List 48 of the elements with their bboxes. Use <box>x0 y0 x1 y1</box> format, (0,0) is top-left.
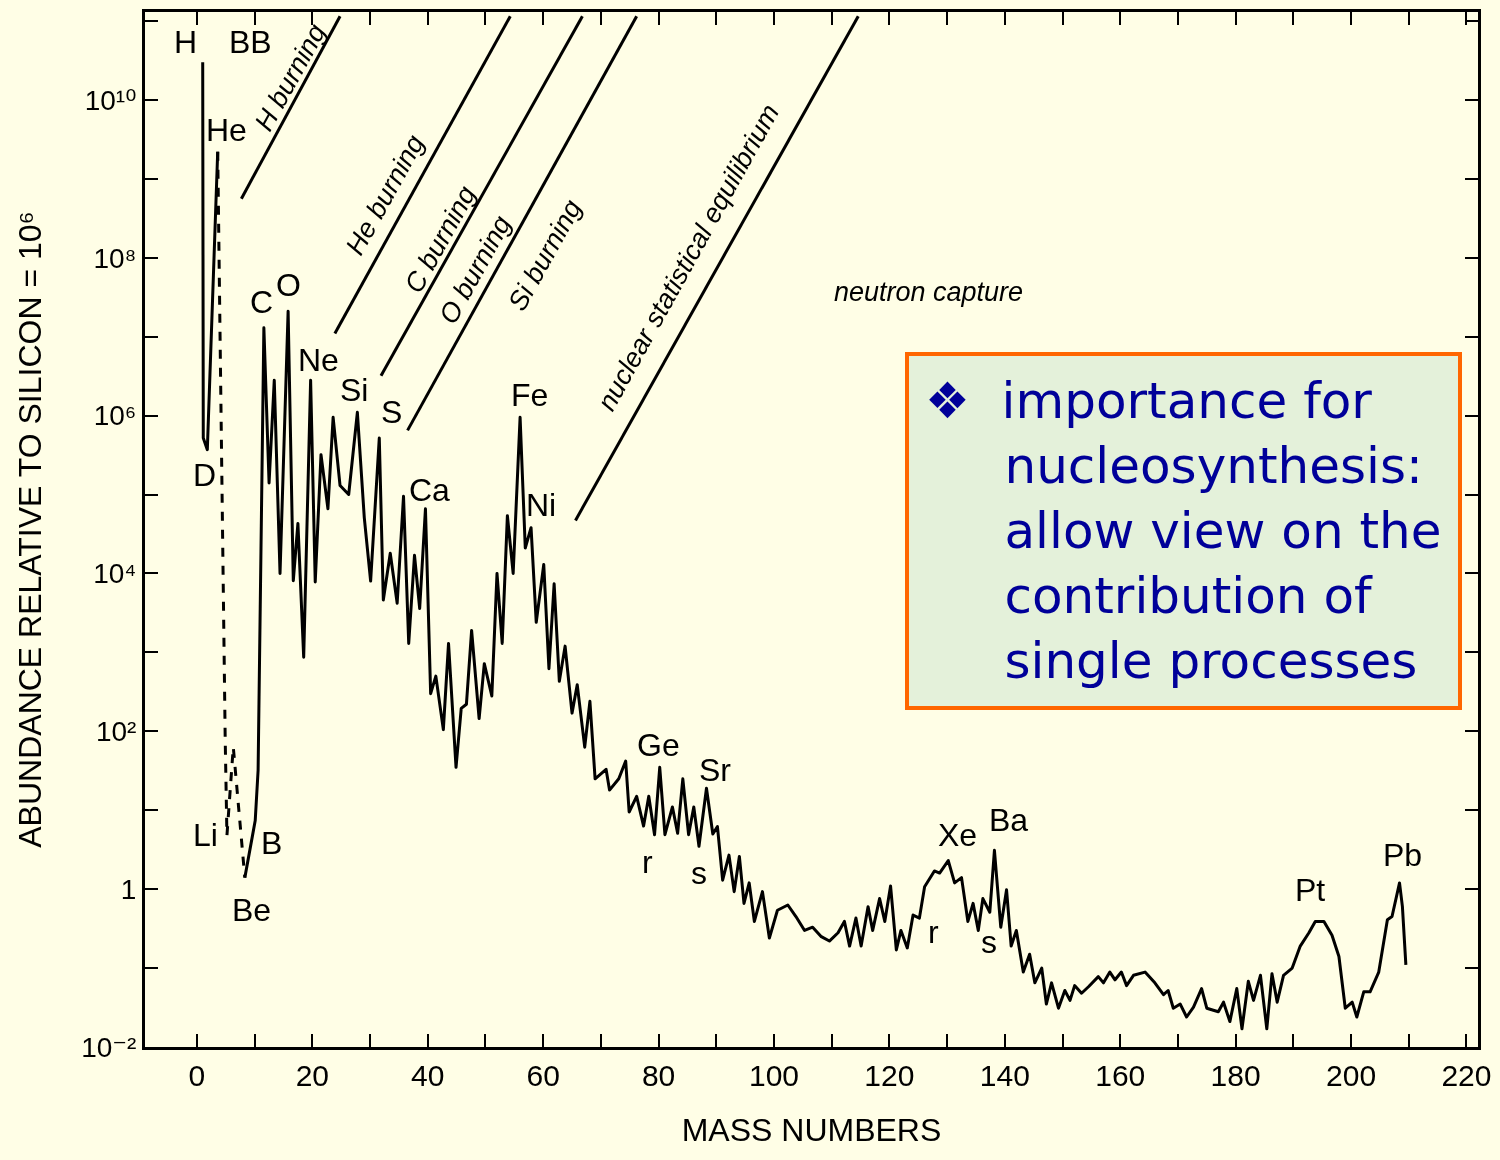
y-tick-label: 10⁶ <box>93 400 137 432</box>
x-tick-label: 20 <box>295 1059 330 1092</box>
annotation: Sr <box>699 752 732 788</box>
annotation: Ge <box>637 727 680 763</box>
annotation: D <box>193 457 217 493</box>
x-tick-label: 40 <box>411 1059 445 1092</box>
annotation: Ne <box>298 342 339 378</box>
y-axis-title: ABUNDANCE RELATIVE TO SILICON = 10⁶ <box>12 211 49 848</box>
annotation: B <box>261 825 283 861</box>
annotation: Li <box>193 817 218 853</box>
annotation: s <box>981 924 997 960</box>
annotation: BB <box>229 24 272 60</box>
x-tick-label: 180 <box>1210 1059 1261 1092</box>
annotation: Si <box>340 372 369 408</box>
annotation: Ni <box>526 487 557 523</box>
x-tick-label: 160 <box>1095 1059 1146 1092</box>
x-tick-label: 220 <box>1441 1059 1492 1092</box>
annotation: Pb <box>1383 837 1423 873</box>
x-axis-title: MASS NUMBERS <box>681 1111 942 1148</box>
x-tick-label: 100 <box>748 1059 800 1092</box>
y-tick-label: 10⁻² <box>81 1031 137 1063</box>
annotation: r <box>928 914 939 950</box>
annotation: Fe <box>511 377 549 413</box>
annotation: Ca <box>409 472 451 508</box>
annotation: neutron capture <box>834 277 1024 307</box>
annotation: r <box>642 844 653 880</box>
annotation: C <box>250 284 274 320</box>
x-tick-label: 120 <box>864 1059 915 1092</box>
annotation: Be <box>232 892 272 928</box>
x-tick-label: 140 <box>979 1059 1030 1092</box>
y-tick-label: 10⁸ <box>93 242 137 274</box>
annotation: Pt <box>1295 872 1326 908</box>
x-tick-label: 80 <box>641 1059 676 1092</box>
annotation: S <box>381 394 403 430</box>
y-tick-label: 1 <box>120 873 137 905</box>
x-tick-label: 200 <box>1326 1059 1377 1092</box>
y-tick-label: 10⁴ <box>93 558 137 590</box>
annotation: He <box>206 112 247 148</box>
y-tick-label: 10¹⁰ <box>84 84 137 116</box>
y-tick-label: 10² <box>95 716 137 748</box>
annotation: s <box>691 855 707 891</box>
x-tick-label: 0 <box>188 1059 206 1092</box>
annotation: Ba <box>989 802 1029 838</box>
annotation: H <box>174 24 198 60</box>
annotation: Xe <box>938 817 978 853</box>
annotation: ❖ importance for nucleosynthesis: allow view on the contribution of single processes <box>925 372 1442 690</box>
x-tick-label: 60 <box>526 1059 560 1092</box>
annotation: O <box>276 267 301 303</box>
